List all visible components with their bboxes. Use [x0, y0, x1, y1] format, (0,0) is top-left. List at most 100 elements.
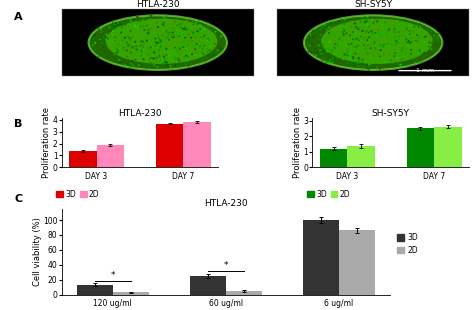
- Point: [364, 43, 372, 48]
- Point: [354, 43, 362, 48]
- Legend: 3D, 2D: 3D, 2D: [53, 187, 102, 202]
- Point: [97, 30, 105, 35]
- Point: [328, 48, 336, 53]
- Text: *: *: [224, 261, 228, 270]
- Point: [374, 19, 381, 24]
- Point: [391, 39, 399, 44]
- Point: [367, 46, 374, 51]
- Point: [217, 36, 225, 41]
- Point: [359, 16, 366, 21]
- Point: [376, 60, 383, 65]
- Point: [198, 50, 206, 55]
- Point: [159, 41, 166, 46]
- Point: [95, 26, 102, 31]
- Ellipse shape: [304, 15, 442, 70]
- Point: [132, 57, 139, 62]
- Title: HTLA-230: HTLA-230: [118, 108, 162, 117]
- Bar: [339, 230, 375, 294]
- Point: [157, 38, 164, 43]
- Point: [414, 39, 422, 44]
- Point: [348, 41, 356, 46]
- Point: [114, 23, 121, 28]
- Point: [168, 52, 176, 57]
- Point: [390, 29, 398, 34]
- Bar: [97, 145, 124, 167]
- Point: [139, 39, 146, 44]
- Point: [189, 30, 197, 35]
- Point: [128, 45, 136, 50]
- Point: [135, 58, 143, 63]
- Point: [340, 20, 347, 25]
- Point: [142, 58, 149, 63]
- Point: [169, 30, 176, 35]
- Point: [108, 39, 115, 44]
- Point: [204, 50, 212, 55]
- Point: [329, 59, 337, 64]
- Point: [114, 48, 122, 53]
- Point: [114, 24, 121, 29]
- Point: [416, 22, 424, 27]
- Point: [412, 38, 419, 43]
- Point: [378, 52, 386, 57]
- Point: [105, 39, 113, 44]
- Bar: [155, 123, 183, 167]
- Point: [413, 22, 421, 27]
- Point: [318, 58, 326, 63]
- Point: [337, 27, 345, 32]
- Point: [345, 42, 352, 47]
- Point: [157, 40, 164, 45]
- Point: [112, 50, 120, 55]
- Point: [204, 36, 212, 41]
- Point: [366, 38, 374, 43]
- Point: [137, 24, 145, 29]
- Y-axis label: Cell viability (%): Cell viability (%): [33, 217, 42, 286]
- Point: [114, 34, 121, 39]
- Bar: [434, 126, 462, 167]
- Point: [168, 58, 176, 63]
- Point: [152, 33, 160, 38]
- Point: [361, 35, 369, 40]
- Point: [139, 50, 146, 55]
- Point: [145, 39, 153, 44]
- Point: [352, 31, 360, 36]
- Point: [163, 35, 171, 40]
- Point: [132, 44, 140, 49]
- Point: [110, 52, 118, 57]
- Point: [203, 38, 211, 43]
- Point: [154, 65, 161, 70]
- Point: [335, 36, 343, 41]
- Point: [109, 32, 116, 37]
- Point: [214, 51, 221, 56]
- Point: [348, 54, 356, 59]
- Legend: 3D, 2D: 3D, 2D: [393, 230, 421, 258]
- Point: [391, 51, 399, 55]
- Point: [322, 59, 330, 64]
- Point: [424, 26, 431, 31]
- Point: [166, 65, 174, 70]
- Point: [122, 41, 130, 46]
- Point: [118, 37, 126, 42]
- Point: [139, 42, 147, 47]
- Point: [380, 43, 387, 48]
- Point: [326, 39, 334, 44]
- Point: [188, 52, 196, 57]
- Point: [340, 33, 347, 38]
- Point: [159, 61, 166, 66]
- Point: [162, 55, 169, 60]
- Point: [182, 35, 189, 40]
- Point: [212, 29, 219, 34]
- Point: [354, 27, 362, 32]
- Point: [176, 33, 184, 38]
- Point: [340, 21, 348, 26]
- Point: [371, 51, 379, 56]
- Point: [343, 21, 350, 26]
- Point: [391, 24, 398, 29]
- Point: [408, 51, 416, 56]
- Point: [374, 28, 382, 33]
- Point: [217, 46, 225, 51]
- Point: [158, 18, 166, 23]
- Point: [154, 32, 162, 37]
- Point: [203, 47, 211, 52]
- Point: [172, 20, 179, 24]
- Point: [173, 44, 181, 49]
